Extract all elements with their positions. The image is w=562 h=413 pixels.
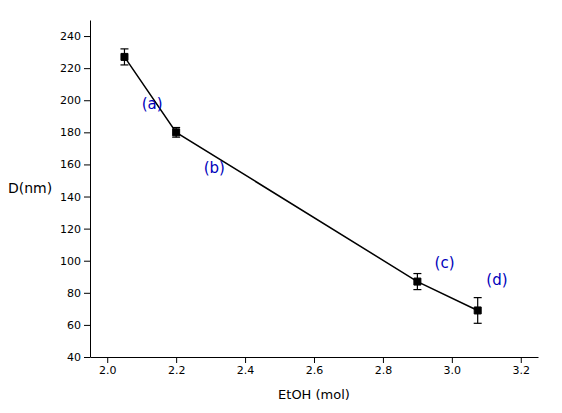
x-tick-label: 2.0 [99, 364, 117, 377]
y-tick-label: 200 [60, 94, 81, 107]
y-tick: 40 [67, 351, 90, 364]
y-tick: 100 [60, 255, 90, 268]
point [414, 278, 421, 285]
y-tick-mark [84, 293, 90, 294]
y-tick-label: 240 [60, 30, 81, 43]
error-bar-cap [413, 289, 421, 290]
y-tick: 160 [60, 158, 90, 171]
error-bar-cap [120, 64, 128, 65]
x-tick-label: 2.8 [375, 364, 393, 377]
point [121, 53, 128, 60]
y-tick-label: 140 [60, 191, 81, 204]
x-tick-mark [521, 357, 522, 363]
x-tick-label: 3.0 [444, 364, 462, 377]
y-tick-label: 60 [67, 319, 81, 332]
data-marks [120, 49, 481, 323]
error-bar [172, 128, 180, 138]
y-tick-mark [84, 197, 90, 198]
y-tick: 60 [67, 319, 90, 332]
x-tick: 2.0 [99, 357, 117, 377]
error-bar [413, 274, 421, 290]
y-axis-line [90, 21, 91, 358]
annotation: (a) [142, 95, 163, 113]
y-tick-mark [84, 36, 90, 37]
y-tick-label: 160 [60, 158, 81, 171]
x-axis-title: EtOH (mol) [278, 387, 350, 402]
y-tick-label: 100 [60, 255, 81, 268]
y-tick-mark [84, 164, 90, 165]
x-tick: 3.2 [513, 357, 531, 377]
error-bar-cap [474, 297, 482, 298]
y-tick-label: 40 [67, 351, 81, 364]
y-axis-title: D(nm) [8, 180, 52, 196]
y-tick-mark [84, 357, 90, 358]
annotation: (d) [486, 271, 507, 289]
error-bar [120, 49, 128, 65]
y-tick-mark [84, 100, 90, 101]
x-tick-mark [314, 357, 315, 363]
x-tick: 3.0 [444, 357, 462, 377]
point [474, 307, 481, 314]
y-tick: 200 [60, 94, 90, 107]
y-tick: 240 [60, 30, 90, 43]
error-bar-cap [120, 48, 128, 49]
error-bar-cap [172, 127, 180, 128]
annotation: (b) [204, 159, 225, 177]
y-tick: 220 [60, 62, 90, 75]
y-tick: 180 [60, 126, 90, 139]
y-tick-mark [84, 68, 90, 69]
x-tick: 2.4 [237, 357, 255, 377]
x-tick-mark [107, 357, 108, 363]
line [124, 57, 477, 311]
y-tick-mark [84, 325, 90, 326]
x-axis: 2.0 2.2 2.4 2.6 2.8 3.0 3.2 [91, 357, 539, 377]
y-tick: 140 [60, 191, 90, 204]
error-bar-cap [474, 323, 482, 324]
x-tick: 2.8 [375, 357, 393, 377]
plot-area: 2.0 2.2 2.4 2.6 2.8 3.0 3.2 40 60 80 100 120 140 160 1… [60, 21, 539, 377]
x-tick-label: 2.2 [168, 364, 186, 377]
x-tick-mark [245, 357, 246, 363]
x-tick-label: 2.6 [306, 364, 324, 377]
y-tick-label: 180 [60, 126, 81, 139]
error-bar-cap [413, 273, 421, 274]
y-tick-label: 80 [67, 287, 81, 300]
annotation: (c) [435, 254, 455, 272]
x-tick-label: 3.2 [513, 364, 531, 377]
x-tick-mark [176, 357, 177, 363]
error-bar-cap [172, 137, 180, 138]
chart: 2.0 2.2 2.4 2.6 2.8 3.0 3.2 40 60 80 100 120 140 160 1… [0, 0, 562, 413]
x-tick-mark [383, 357, 384, 363]
y-tick: 120 [60, 223, 90, 236]
x-tick: 2.2 [168, 357, 186, 377]
x-tick: 2.6 [306, 357, 324, 377]
point [173, 129, 180, 136]
y-tick-label: 220 [60, 62, 81, 75]
error-bar [474, 298, 482, 324]
annotations: (a) (b) (c) (d) [142, 95, 508, 290]
y-tick-label: 120 [60, 223, 81, 236]
y-tick-mark [84, 132, 90, 133]
y-tick-mark [84, 261, 90, 262]
y-tick-mark [84, 229, 90, 230]
y-tick: 80 [67, 287, 90, 300]
x-tick-mark [452, 357, 453, 363]
y-axis: 40 60 80 100 120 140 160 180 200 220 240 [60, 21, 91, 365]
x-tick-label: 2.4 [237, 364, 255, 377]
